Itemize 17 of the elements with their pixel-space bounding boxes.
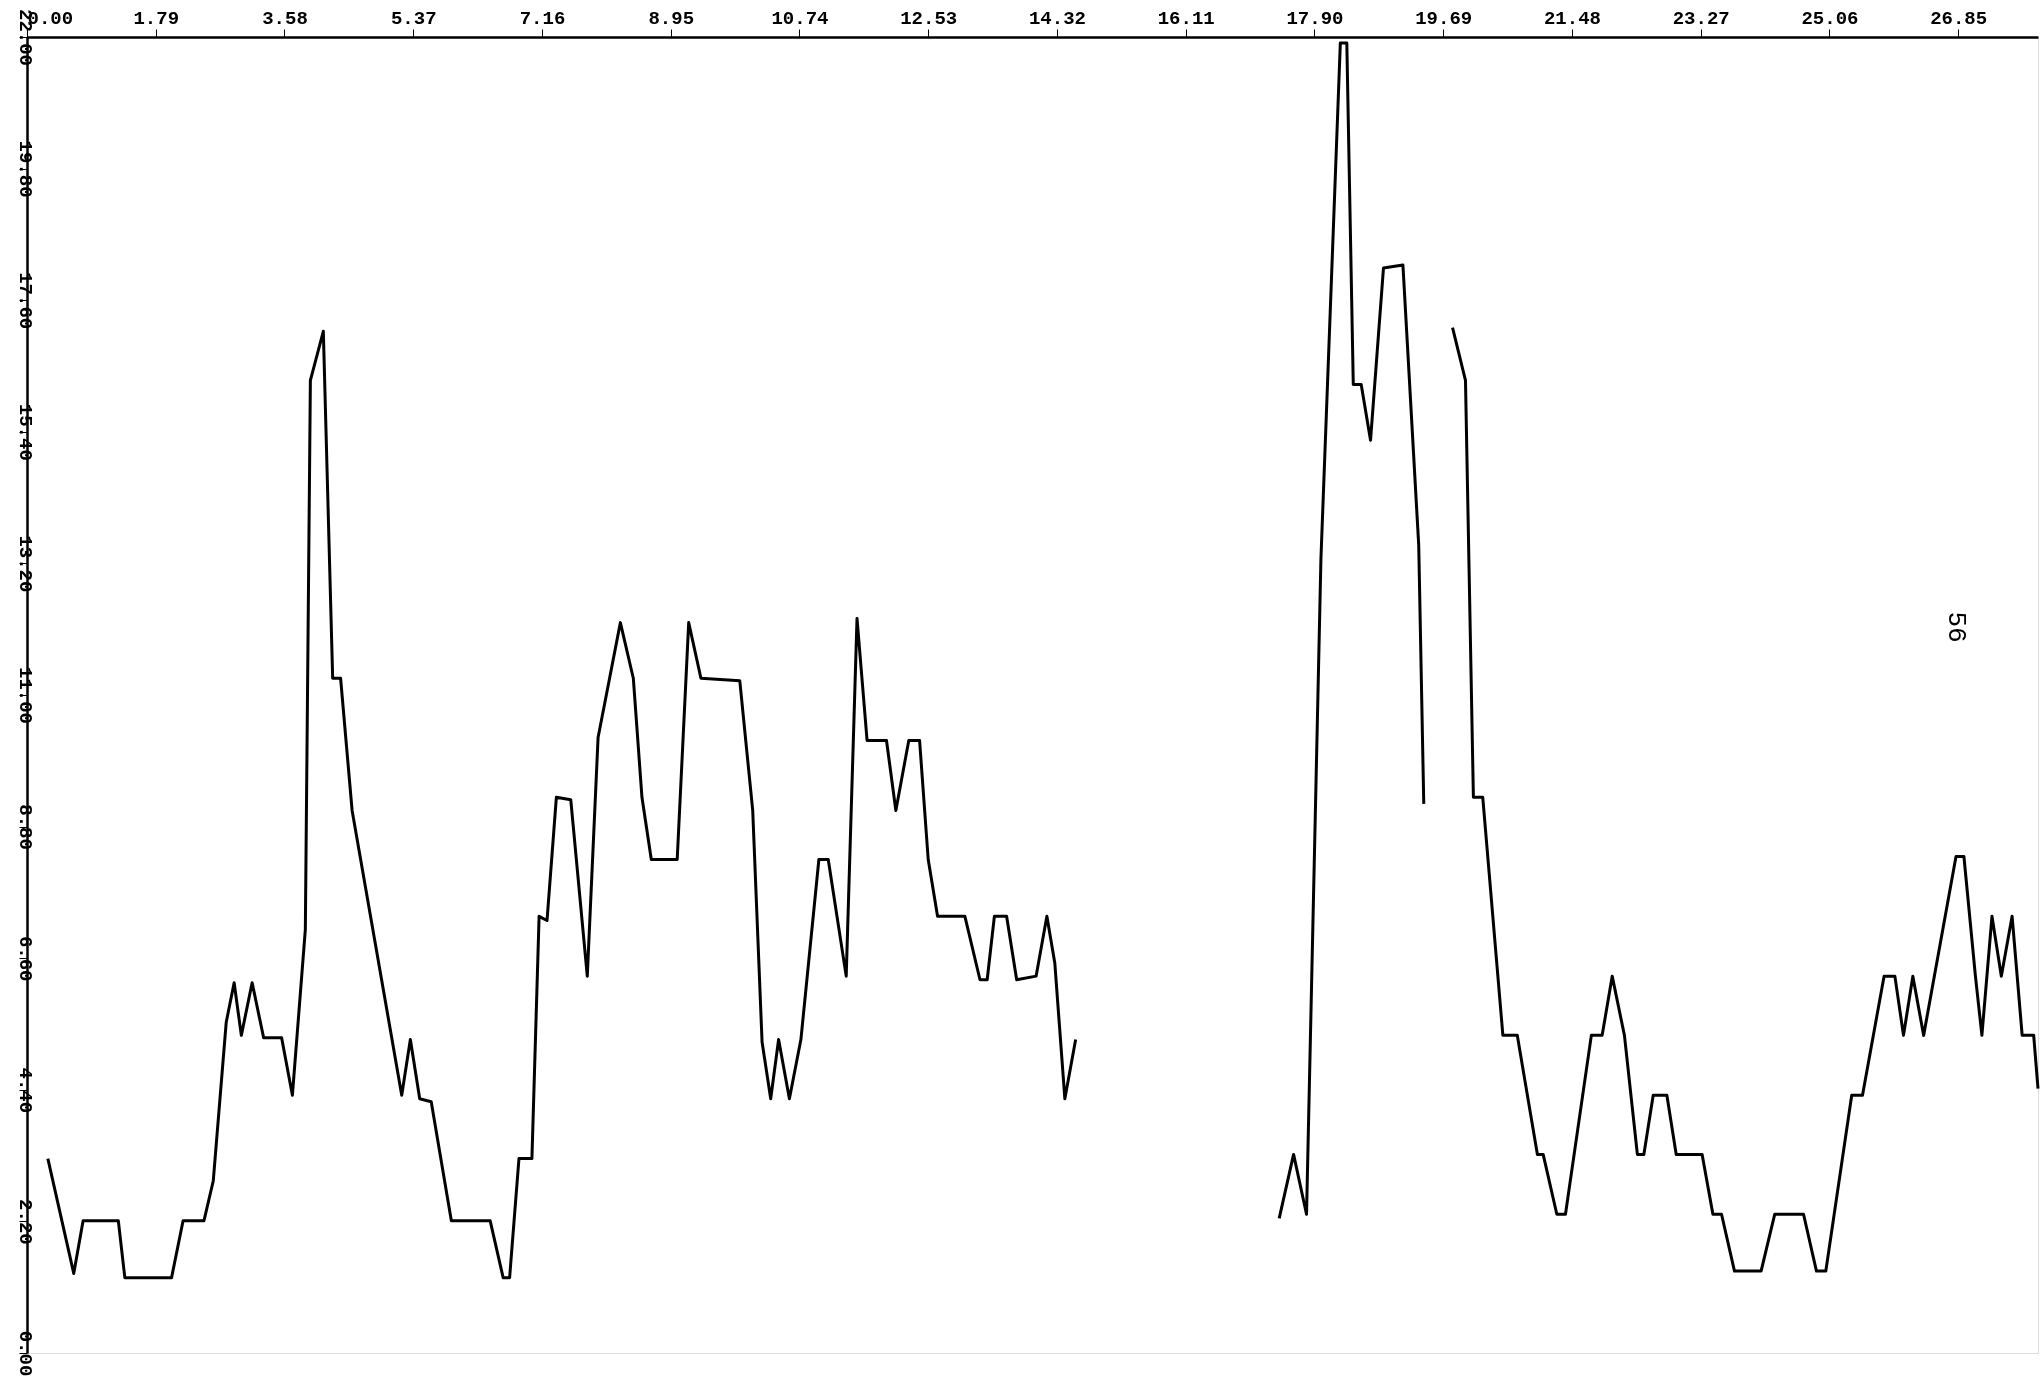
x-tick-label: 12.53 — [900, 7, 958, 30]
x-tick-label: 3.58 — [262, 7, 308, 30]
y-tick-label: 0.00 — [13, 1330, 36, 1377]
x-tick-label: 21.48 — [1543, 7, 1601, 30]
x-tick-label: 5.37 — [390, 7, 437, 30]
x-tick-label: 16.11 — [1157, 7, 1215, 30]
x-tick-label: 10.74 — [771, 7, 829, 30]
x-tick-label: 8.95 — [648, 7, 695, 30]
annotation: 56 — [1941, 611, 1971, 643]
x-tick-label: 1.79 — [133, 7, 180, 30]
x-tick-label: 14.32 — [1028, 7, 1086, 30]
x-tick-label: 23.27 — [1672, 7, 1730, 30]
x-tick-label: 17.90 — [1286, 7, 1344, 30]
x-tick-label: 26.85 — [1930, 7, 1988, 30]
x-tick-label: 19.69 — [1415, 7, 1473, 30]
x-tick-label: 7.16 — [519, 7, 566, 30]
x-tick-label: 25.06 — [1801, 7, 1859, 30]
